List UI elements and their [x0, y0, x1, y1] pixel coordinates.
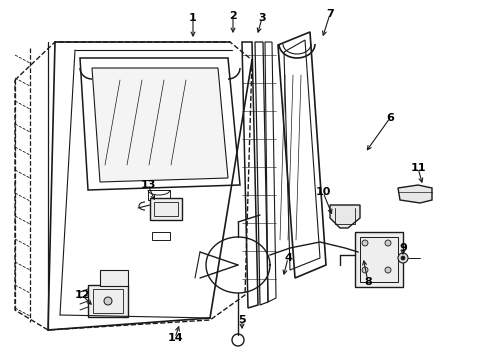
Text: 1: 1 — [189, 13, 197, 23]
Circle shape — [385, 240, 391, 246]
Circle shape — [398, 253, 408, 263]
Text: 4: 4 — [284, 253, 292, 263]
Text: 14: 14 — [167, 333, 183, 343]
Bar — [154, 202, 178, 216]
Text: 9: 9 — [399, 243, 407, 253]
Bar — [100, 270, 128, 286]
Text: 2: 2 — [229, 11, 237, 21]
Polygon shape — [330, 205, 360, 228]
Circle shape — [385, 267, 391, 273]
Text: 12: 12 — [74, 290, 90, 300]
Bar — [93, 289, 123, 313]
Text: 10: 10 — [315, 187, 331, 197]
Text: 5: 5 — [238, 315, 246, 325]
Text: 3: 3 — [258, 13, 266, 23]
Text: 7: 7 — [326, 9, 334, 19]
Polygon shape — [92, 68, 228, 182]
Circle shape — [401, 256, 405, 260]
Circle shape — [104, 297, 112, 305]
Text: 8: 8 — [364, 277, 372, 287]
Bar — [148, 190, 170, 200]
Bar — [152, 232, 170, 240]
Bar — [88, 285, 128, 317]
Polygon shape — [398, 185, 432, 203]
Circle shape — [362, 240, 368, 246]
Text: 6: 6 — [386, 113, 394, 123]
Circle shape — [362, 267, 368, 273]
Bar — [360, 237, 398, 282]
Circle shape — [232, 334, 244, 346]
Bar — [355, 232, 403, 287]
Text: 11: 11 — [410, 163, 426, 173]
Bar — [150, 198, 182, 220]
Text: 13: 13 — [140, 180, 156, 190]
